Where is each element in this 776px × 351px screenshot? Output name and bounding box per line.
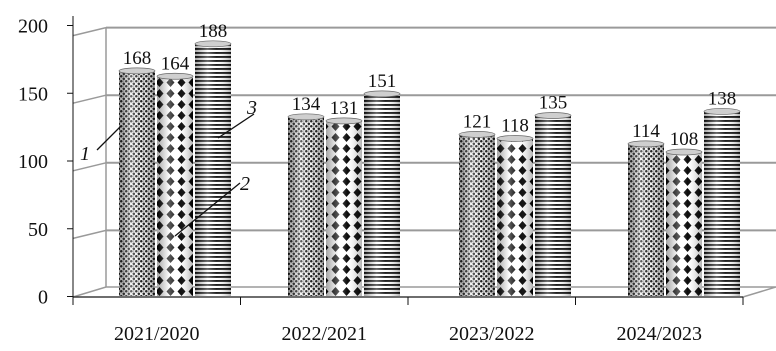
data-label: 121 — [463, 111, 492, 132]
bar-top — [496, 135, 534, 142]
bar — [458, 131, 496, 296]
bar-top — [325, 117, 363, 125]
gridline-side — [72, 94, 107, 104]
callout-leader — [174, 182, 241, 237]
series-callout-2: 2 — [240, 173, 250, 195]
x-tick-label: 2021/2020 — [114, 323, 200, 345]
bar-shading — [628, 143, 664, 296]
bar-shading — [497, 138, 533, 296]
x-tick-label: 2022/2021 — [281, 323, 367, 345]
gridline-side — [72, 162, 107, 172]
callout-leader — [96, 125, 122, 151]
y-tick-label: 200 — [18, 16, 48, 38]
bar-shading — [535, 115, 571, 296]
gridline-side — [72, 26, 107, 37]
data-labels: 168 164 188 134 131 151 121 118 135 114 108 138 — [123, 21, 737, 150]
data-label: 151 — [368, 71, 397, 92]
gridline-side — [72, 229, 107, 240]
bar-shading — [704, 111, 740, 296]
data-label: 114 — [632, 121, 660, 142]
x-tick-label: 2023/2022 — [449, 323, 535, 345]
series-callout-1: 1 — [80, 143, 90, 165]
data-label: 108 — [670, 129, 699, 150]
bar — [496, 135, 534, 296]
bar-top — [534, 112, 572, 119]
bar — [665, 148, 703, 296]
bar — [118, 67, 156, 296]
callout-leader — [217, 113, 255, 139]
data-label: 134 — [292, 94, 321, 115]
axes: 0 50 100 150 200 2021/2020 2022/2021 2023/2022 2… — [18, 16, 744, 345]
bar-shading — [326, 120, 362, 296]
bar — [703, 108, 741, 296]
x-tick-label: 2024/2023 — [616, 323, 702, 345]
bar-top — [118, 67, 156, 75]
bar-shading — [157, 76, 193, 296]
data-label: 131 — [330, 98, 359, 119]
bar-shading — [364, 93, 400, 297]
bar — [325, 117, 363, 296]
bar — [287, 113, 325, 296]
bar — [363, 90, 401, 297]
bar-top — [156, 72, 194, 80]
bar-top — [665, 148, 703, 156]
series-callout-3: 3 — [246, 97, 257, 119]
y-tick-label: 0 — [38, 287, 48, 309]
bar-shading — [666, 151, 702, 296]
bar-top — [194, 40, 232, 48]
y-tick-label: 50 — [28, 219, 48, 241]
bar-shading — [288, 116, 324, 296]
bars — [118, 40, 741, 297]
data-label: 118 — [501, 115, 529, 136]
bar-top — [287, 113, 325, 121]
bar-shading — [459, 134, 495, 296]
data-label: 138 — [708, 88, 737, 109]
bar-shading — [119, 70, 155, 296]
bar — [627, 140, 665, 296]
data-label: 135 — [539, 92, 568, 113]
bar-shading — [195, 43, 231, 296]
bar — [194, 40, 232, 296]
bar-top — [627, 140, 665, 148]
bar — [534, 112, 572, 296]
callouts: 1 2 3 — [80, 97, 257, 237]
data-label: 188 — [199, 21, 228, 42]
bar-top — [703, 108, 741, 115]
bar-top — [363, 90, 401, 98]
y-tick-label: 150 — [18, 83, 48, 105]
bar — [156, 72, 194, 296]
y-tick-label: 100 — [18, 151, 48, 173]
bar-top — [458, 131, 496, 138]
data-label: 168 — [123, 48, 152, 69]
data-label: 164 — [161, 53, 190, 74]
